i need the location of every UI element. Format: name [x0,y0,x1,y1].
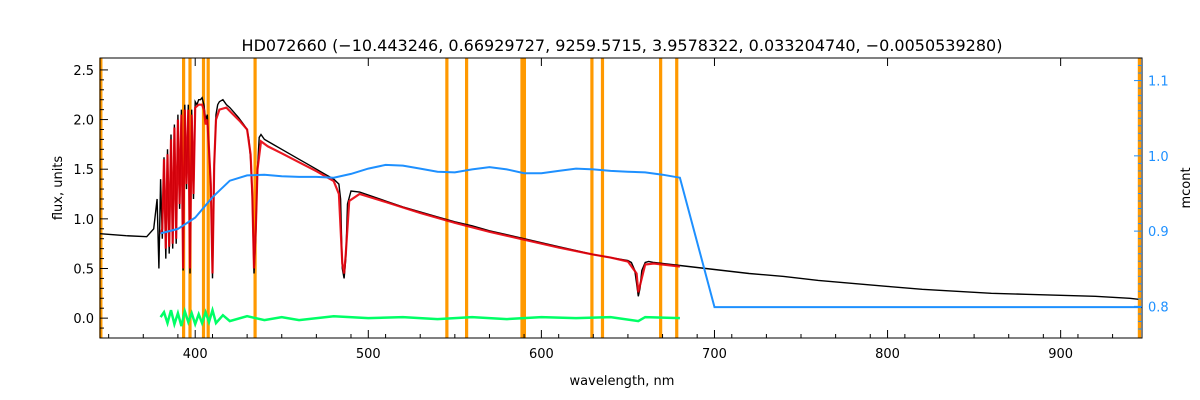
y2-axis-title: mcont [1179,167,1194,208]
plot-frame [99,57,1143,339]
y-tick-label-4: 2.0 [73,114,94,129]
y-tick-label-3: 1.5 [73,163,94,178]
y2-tick-label-3: 1.1 [1148,75,1169,90]
x-tick-label-2: 600 [529,347,554,362]
x-tick-label-3: 700 [702,347,727,362]
y-tick-label-2: 1.0 [73,213,94,228]
y2-tick-label-2: 1.0 [1148,150,1169,165]
y-tick-label-5: 2.5 [73,64,94,79]
y2-tick-label-0: 0.8 [1148,300,1169,315]
y2-tick-label-1: 0.9 [1148,225,1169,240]
observed-series-line [99,96,1139,300]
x-tick-label-5: 900 [1048,347,1073,362]
model-series-line [159,103,681,293]
y-tick-label-0: 0.0 [73,312,94,327]
chart-title: HD072660 (−10.443246, 0.66929727, 9259.5… [242,36,1003,55]
x-tick-label-0: 400 [183,347,208,362]
x-tick-label-1: 500 [356,347,381,362]
y-axis-title: flux, units [51,156,66,221]
x-tick-label-4: 800 [875,347,900,362]
x-axis-title: wavelength, nm [570,374,675,389]
mcont-series-line [160,163,1142,309]
y-tick-label-1: 0.5 [73,262,94,277]
residual-series-line [159,305,680,329]
